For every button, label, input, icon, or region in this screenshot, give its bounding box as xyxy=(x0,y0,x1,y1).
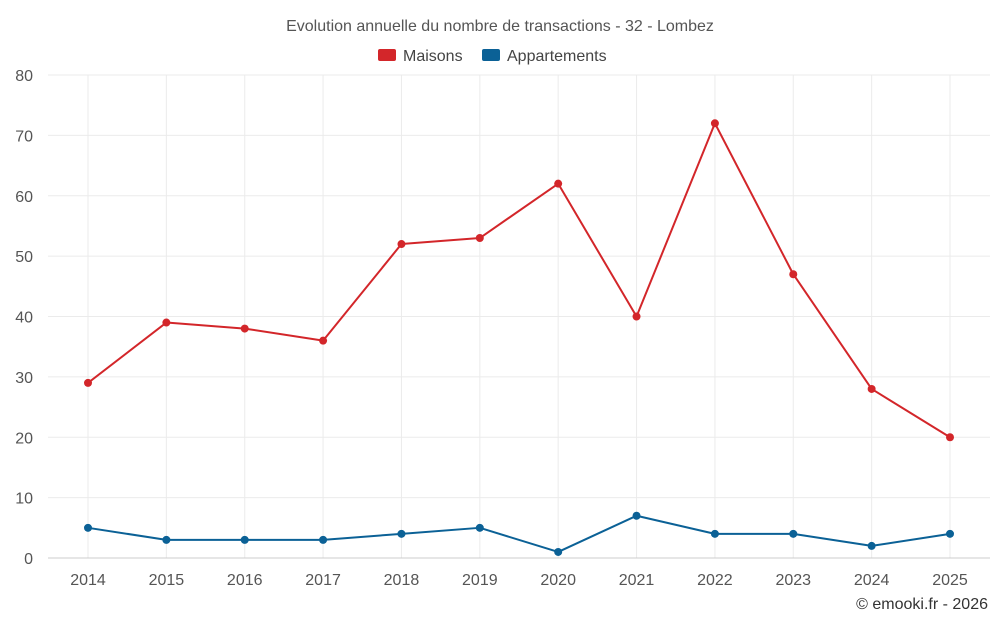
y-tick-label: 60 xyxy=(15,189,33,206)
data-point-appartements-2017[interactable] xyxy=(319,535,328,544)
x-tick-label: 2022 xyxy=(697,572,733,589)
x-tick-label: 2016 xyxy=(227,572,263,589)
data-point-appartements-2019[interactable] xyxy=(475,523,484,532)
data-point-maisons-2014[interactable] xyxy=(84,378,92,387)
y-tick-label: 50 xyxy=(15,249,33,266)
series xyxy=(84,119,954,556)
x-tick-label: 2024 xyxy=(854,572,890,589)
legend-swatch-maisons xyxy=(378,49,396,61)
data-point-maisons-2025[interactable] xyxy=(946,433,954,442)
x-tick-label: 2025 xyxy=(932,572,968,589)
data-point-maisons-2022[interactable] xyxy=(710,119,719,128)
x-tick-label: 2020 xyxy=(540,572,576,589)
data-point-appartements-2025[interactable] xyxy=(946,529,954,538)
data-point-maisons-2016[interactable] xyxy=(240,324,249,333)
x-tick-label: 2021 xyxy=(619,572,655,589)
data-point-maisons-2019[interactable] xyxy=(475,234,484,243)
axes: 0 10 20 30 40 50 60 70 80 2014 2015 2016 2017 2018 201… xyxy=(15,68,990,589)
data-point-maisons-2018[interactable] xyxy=(397,240,406,249)
data-point-maisons-2024[interactable] xyxy=(867,384,876,393)
data-point-maisons-2023[interactable] xyxy=(789,270,798,279)
data-point-maisons-2020[interactable] xyxy=(554,179,563,188)
credit-text: © emooki.fr - 2026 xyxy=(856,596,988,613)
y-tick-label: 30 xyxy=(15,370,33,387)
x-tick-label: 2017 xyxy=(305,572,341,589)
data-point-appartements-2014[interactable] xyxy=(84,523,92,532)
x-tick-label: 2018 xyxy=(384,572,420,589)
legend-swatch-appartements xyxy=(482,49,500,61)
series-maisons xyxy=(84,119,954,442)
x-tick-label: 2019 xyxy=(462,572,498,589)
data-point-appartements-2018[interactable] xyxy=(397,529,406,538)
legend-label-appartements: Appartements xyxy=(507,48,607,65)
y-tick-label: 70 xyxy=(15,128,33,145)
legend-label-maisons: Maisons xyxy=(403,48,463,65)
data-point-appartements-2023[interactable] xyxy=(789,529,798,538)
data-point-maisons-2017[interactable] xyxy=(319,336,328,345)
data-point-maisons-2021[interactable] xyxy=(632,312,641,321)
y-tick-label: 10 xyxy=(15,491,33,508)
grid xyxy=(48,74,990,559)
data-point-appartements-2015[interactable] xyxy=(162,535,171,544)
y-tick-label: 20 xyxy=(15,430,33,447)
chart-title: Evolution annuelle du nombre de transact… xyxy=(286,18,714,35)
data-point-appartements-2024[interactable] xyxy=(867,541,876,550)
data-point-appartements-2021[interactable] xyxy=(632,511,641,520)
data-point-appartements-2020[interactable] xyxy=(554,547,563,556)
y-tick-label: 0 xyxy=(24,551,33,568)
legend-item-appartements[interactable]: Appartements xyxy=(482,48,607,65)
x-tick-label: 2023 xyxy=(775,572,811,589)
x-tick-label: 2014 xyxy=(70,572,106,589)
legend: Maisons Appartements xyxy=(378,48,607,65)
legend-item-maisons[interactable]: Maisons xyxy=(378,48,463,65)
data-point-maisons-2015[interactable] xyxy=(162,318,171,327)
y-tick-label: 40 xyxy=(15,310,33,327)
x-tick-label: 2015 xyxy=(149,572,185,589)
data-point-appartements-2022[interactable] xyxy=(710,529,719,538)
series-line-maisons xyxy=(87,122,951,439)
y-tick-label: 80 xyxy=(15,68,33,85)
data-point-appartements-2016[interactable] xyxy=(240,535,249,544)
series-appartements xyxy=(84,511,954,556)
series-line-appartements xyxy=(87,514,951,553)
